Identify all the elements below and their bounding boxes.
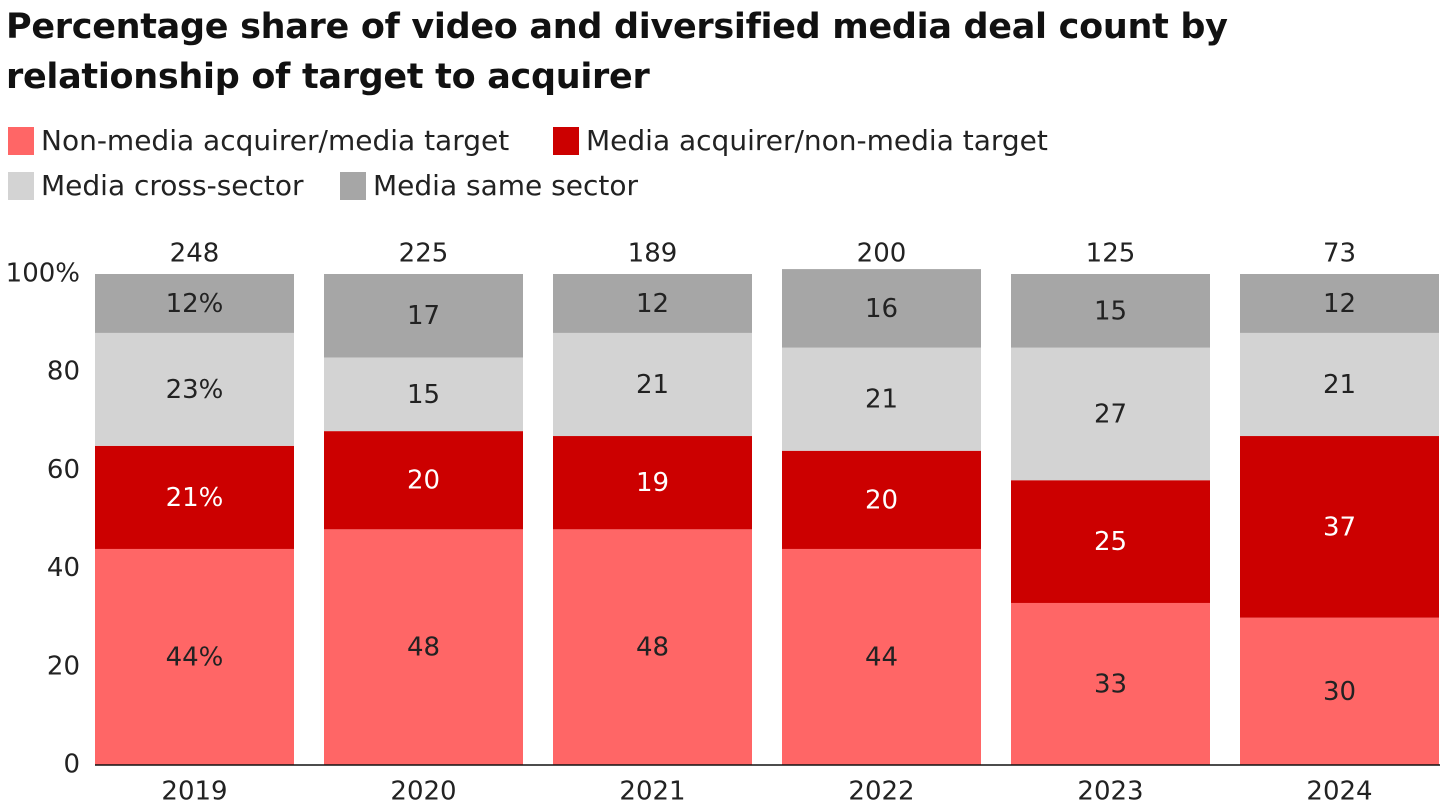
data-label: 21%: [166, 483, 224, 513]
total-label: 125: [1086, 239, 1136, 269]
x-tick-label: 2023: [1077, 777, 1143, 807]
bar-segment: [324, 357, 523, 432]
bar-segment: [324, 431, 523, 530]
data-label: 44%: [166, 642, 224, 672]
data-label: 48: [407, 633, 440, 663]
x-tick-label: 2021: [619, 777, 685, 807]
data-label: 21: [1323, 370, 1356, 400]
y-tick-label: 20: [47, 651, 80, 681]
bar-segment: [553, 274, 752, 333]
bar-segment: [782, 548, 981, 765]
legend-swatch: [340, 172, 366, 200]
data-label: 37: [1323, 512, 1356, 542]
total-label: 248: [170, 239, 220, 269]
legend-label: Media acquirer/non-media target: [586, 124, 1048, 157]
y-tick-label: 60: [47, 455, 80, 485]
bar-segment: [1011, 480, 1210, 603]
y-tick-label: 40: [47, 553, 80, 583]
bar-segment: [1240, 617, 1439, 765]
data-label: 21: [636, 370, 669, 400]
bar-segment: [553, 529, 752, 765]
total-label: 189: [628, 239, 678, 269]
y-tick-label: 80: [47, 357, 80, 387]
bar-segment: [782, 347, 981, 451]
data-label: 19: [636, 468, 669, 498]
data-label: 12: [1323, 289, 1356, 319]
data-label: 33: [1094, 669, 1127, 699]
bar-segment: [1011, 602, 1210, 765]
bar-segment: [324, 274, 523, 358]
data-label: 15: [407, 380, 440, 410]
x-tick-label: 2020: [390, 777, 456, 807]
legend-label: Non-media acquirer/media target: [41, 124, 509, 157]
total-label: 225: [399, 239, 449, 269]
bar-segment: [95, 274, 294, 333]
bar-segment: [782, 450, 981, 549]
data-label: 21: [865, 385, 898, 415]
bar-segment: [1011, 274, 1210, 348]
data-label: 20: [865, 485, 898, 515]
bar-segment: [1240, 274, 1439, 333]
data-label: 44: [865, 642, 898, 672]
data-label: 12%: [166, 289, 224, 319]
bar-segment: [782, 269, 981, 348]
total-label: 73: [1323, 239, 1356, 269]
y-tick-label: 0: [63, 750, 80, 780]
data-label: 30: [1323, 677, 1356, 707]
x-tick-label: 2022: [848, 777, 914, 807]
legend-swatch: [8, 127, 34, 155]
data-label: 27: [1094, 399, 1127, 429]
chart-title: Percentage share of video and diversifie…: [6, 7, 1228, 97]
data-label: 25: [1094, 527, 1127, 557]
bar-segment: [1011, 347, 1210, 481]
legend-label: Media cross-sector: [41, 169, 304, 202]
data-label: 48: [636, 633, 669, 663]
bar-segment: [95, 332, 294, 446]
bar-segment: [1240, 436, 1439, 618]
bar-segment: [324, 529, 523, 765]
bar-segment: [553, 436, 752, 530]
bar-segment: [1240, 332, 1439, 437]
bar-segment: [553, 332, 752, 437]
data-label: 15: [1094, 296, 1127, 326]
data-label: 12: [636, 289, 669, 319]
x-tick-label: 2019: [161, 777, 227, 807]
legend-swatch: [8, 172, 34, 200]
data-label: 23%: [166, 375, 224, 405]
data-label: 20: [407, 466, 440, 496]
bar-segment: [95, 445, 294, 549]
total-label: 200: [857, 239, 907, 269]
data-label: 16: [865, 294, 898, 324]
bar-segment: [95, 548, 294, 765]
data-label: 17: [407, 301, 440, 331]
legend-label: Media same sector: [373, 169, 638, 202]
y-tick-label: 100%: [6, 259, 80, 289]
x-tick-label: 2024: [1306, 777, 1372, 807]
legend-swatch: [553, 127, 579, 155]
